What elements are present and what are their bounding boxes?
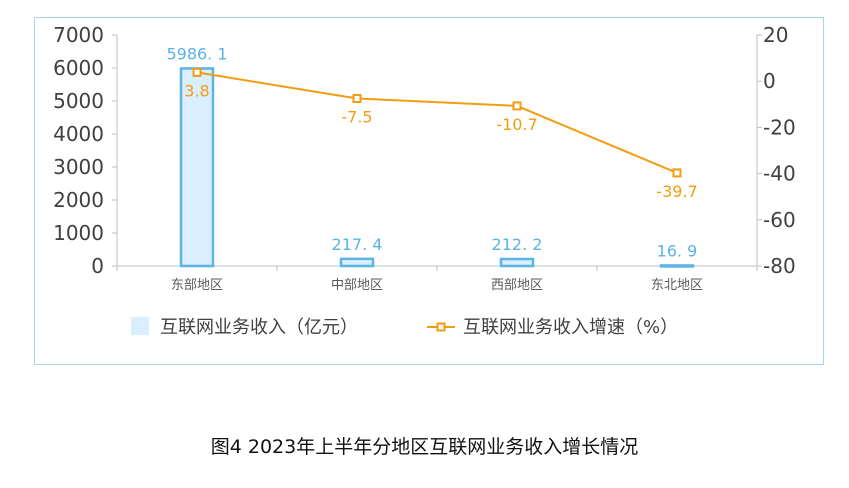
right-tick-label: -80 bbox=[763, 254, 796, 278]
bar bbox=[659, 264, 695, 268]
legend-line-marker bbox=[436, 322, 446, 332]
left-tick-label: 4000 bbox=[53, 122, 104, 146]
x-tick-label: 西部地区 bbox=[491, 278, 543, 293]
left-tick-label: 2000 bbox=[53, 188, 104, 212]
right-tick-label: -60 bbox=[763, 208, 796, 232]
left-tick-label: 7000 bbox=[53, 23, 104, 47]
bar-data-label: 212. 2 bbox=[492, 235, 543, 254]
legend-bar-swatch bbox=[131, 317, 149, 335]
chart-frame bbox=[34, 17, 824, 365]
figure-caption: 图4 2023年上半年分地区互联网业务收入增长情况 bbox=[210, 436, 639, 458]
left-tick-label: 1000 bbox=[53, 221, 104, 245]
right-tick-label: 20 bbox=[763, 23, 788, 47]
line-data-label: 3.8 bbox=[184, 81, 209, 100]
line-marker bbox=[352, 94, 362, 104]
line-data-label: -10.7 bbox=[496, 115, 537, 134]
line-marker bbox=[512, 101, 522, 111]
left-tick-label: 0 bbox=[91, 254, 104, 278]
left-tick-label: 5000 bbox=[53, 89, 104, 113]
legend-bar-label: 互联网业务收入（亿元） bbox=[160, 317, 358, 338]
right-tick-label: -20 bbox=[763, 115, 796, 139]
growth-line bbox=[196, 71, 678, 174]
combo-chart: 0 1000 2000 3000 4000 5000 6000 7000 -80 -60 -40 -2… bbox=[53, 23, 796, 338]
legend-line-label: 互联网业务收入增速（%） bbox=[463, 317, 678, 338]
line-data-label: -39.7 bbox=[656, 182, 697, 201]
bar bbox=[499, 257, 535, 268]
line-marker bbox=[672, 168, 682, 178]
right-tick-label: -40 bbox=[763, 162, 796, 186]
left-tick-label: 6000 bbox=[53, 56, 104, 80]
line-data-label: -7.5 bbox=[341, 108, 372, 127]
left-tick-label: 3000 bbox=[53, 155, 104, 179]
line-marker bbox=[192, 67, 202, 77]
x-tick-label: 东北地区 bbox=[651, 278, 703, 293]
x-tick-label: 东部地区 bbox=[171, 278, 223, 293]
bar bbox=[339, 257, 375, 268]
bar-data-label: 16. 9 bbox=[657, 241, 698, 260]
bar bbox=[179, 67, 215, 268]
bar-data-label: 217. 4 bbox=[332, 235, 383, 254]
x-tick-label: 中部地区 bbox=[331, 278, 383, 293]
bar-data-label: 5986. 1 bbox=[166, 44, 227, 63]
right-tick-label: 0 bbox=[763, 69, 776, 93]
